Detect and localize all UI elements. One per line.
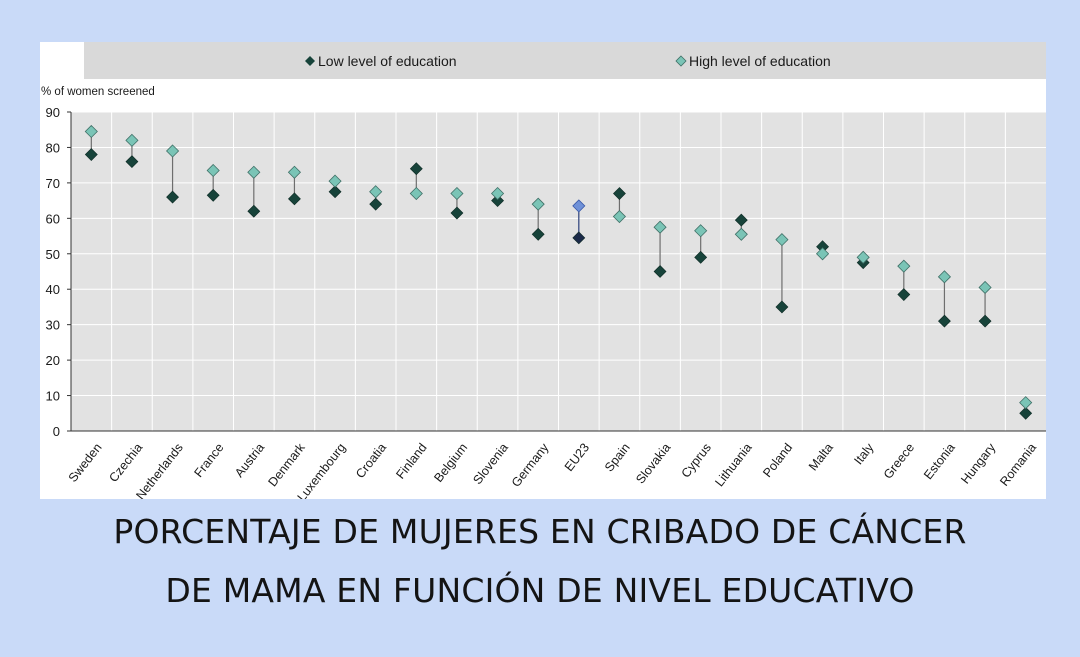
legend-band [84,42,1046,79]
high-education-point [1019,396,1033,410]
low-education-point [369,197,383,211]
x-tick-label: France [191,441,226,480]
y-tick-label: 30 [46,318,60,333]
legend-low-label: Low level of education [318,53,457,69]
low-education-point [572,231,586,245]
x-tick-label: Slovenia [470,441,511,487]
y-tick-label: 40 [46,282,60,297]
y-tick-label: 20 [46,353,60,368]
low-education-point [613,187,626,200]
low-education-point [694,250,708,264]
y-tick-label: 0 [53,424,60,439]
low-education-point [247,204,261,218]
x-tick-label: Romania [997,441,1039,489]
high-education-point [815,247,830,261]
high-education-point [369,185,383,199]
high-education-point [450,186,464,201]
x-tick-label: Belgium [431,441,470,485]
low-education-point [409,162,423,176]
x-tick-label: Spain [602,441,633,475]
high-education-point [490,186,505,201]
y-tick-label: 60 [46,211,60,226]
x-tick-label: Slovakia [633,441,673,487]
legend-high-label: High level of education [689,53,831,69]
low-education-point [166,190,179,204]
low-education-point [897,288,911,301]
low-education-point [653,265,667,278]
y-tick-label: 50 [46,247,60,262]
grid-lines [71,111,1046,431]
low-education-point [450,206,464,220]
high-education-point [84,124,98,139]
low-education-point [206,188,220,202]
x-tick-label: Lithuania [712,441,754,490]
x-tick-label: Austria [232,441,267,480]
x-tick-label: Sweden [66,441,105,485]
low-education-point [938,314,951,328]
high-education-point [531,197,545,211]
y-tick-label: 90 [46,105,60,120]
caption-line-1: PORCENTAJE DE MUJERES EN CRIBADO DE CÁNC… [113,512,967,551]
low-education-point [978,314,992,328]
x-tick-label: EU23 [562,441,592,474]
x-tick-label: Estonia [921,441,958,483]
caption-line-2: DE MAMA EN FUNCIÓN DE NIVEL EDUCATIVO [165,571,915,610]
high-education-point [734,227,748,241]
low-education-point [84,148,98,161]
high-education-point [206,163,220,178]
high-education-point [287,165,302,179]
high-education-point [897,259,911,273]
high-education-point [694,224,708,238]
x-tick-label: Croatia [353,441,389,481]
x-tick-label: Greece [881,441,917,482]
chart-caption: PORCENTAJE DE MUJERES EN CRIBADO DE CÁNC… [0,502,1080,620]
dumbbell-chart: Low level of education High level of edu… [41,42,1046,499]
y-axis-label: % of women screened [41,86,155,98]
x-tick-label: Czechia [106,441,145,485]
legend-low-marker [305,56,315,66]
x-tick-label: Denmark [265,440,308,489]
high-education-point [937,270,952,284]
high-education-markers [84,124,1033,410]
legend-high-marker [675,55,687,67]
high-education-point [125,133,139,147]
legend-item-high: High level of education [675,53,831,69]
x-tick-label: Poland [760,441,795,480]
low-education-point [125,155,139,169]
x-tick-label: Cyprus [679,441,714,481]
high-education-point [165,144,180,158]
low-education-point [734,213,748,227]
high-education-point [612,209,627,224]
y-tick-label: 70 [46,176,60,191]
x-tick-label: Italy [851,440,877,467]
legend-item-low: Low level of education [305,53,457,69]
low-education-point [775,300,789,314]
high-education-point [775,233,789,247]
high-education-point [247,165,261,179]
low-education-point [491,194,504,208]
x-tick-label: Finland [393,441,429,482]
high-education-point [978,280,992,295]
low-education-markers [84,148,1033,420]
x-tick-label: Germany [509,440,552,490]
high-education-point [856,250,870,264]
x-tick-label: Malta [806,441,836,474]
x-tick-label: Hungary [958,440,999,486]
high-education-point [653,220,667,234]
low-education-point [328,185,342,199]
chart-panel: Low level of education High level of edu… [40,42,1046,499]
y-tick-label: 10 [46,389,60,404]
high-education-point [409,186,423,201]
high-education-point [328,174,342,188]
low-education-point [288,192,301,206]
low-education-point [1019,406,1033,420]
y-axis-ticks: 0 10 20 30 40 50 60 70 80 90 [46,105,71,439]
low-education-point [531,227,545,241]
high-education-point [572,199,586,213]
y-tick-label: 80 [46,140,60,155]
